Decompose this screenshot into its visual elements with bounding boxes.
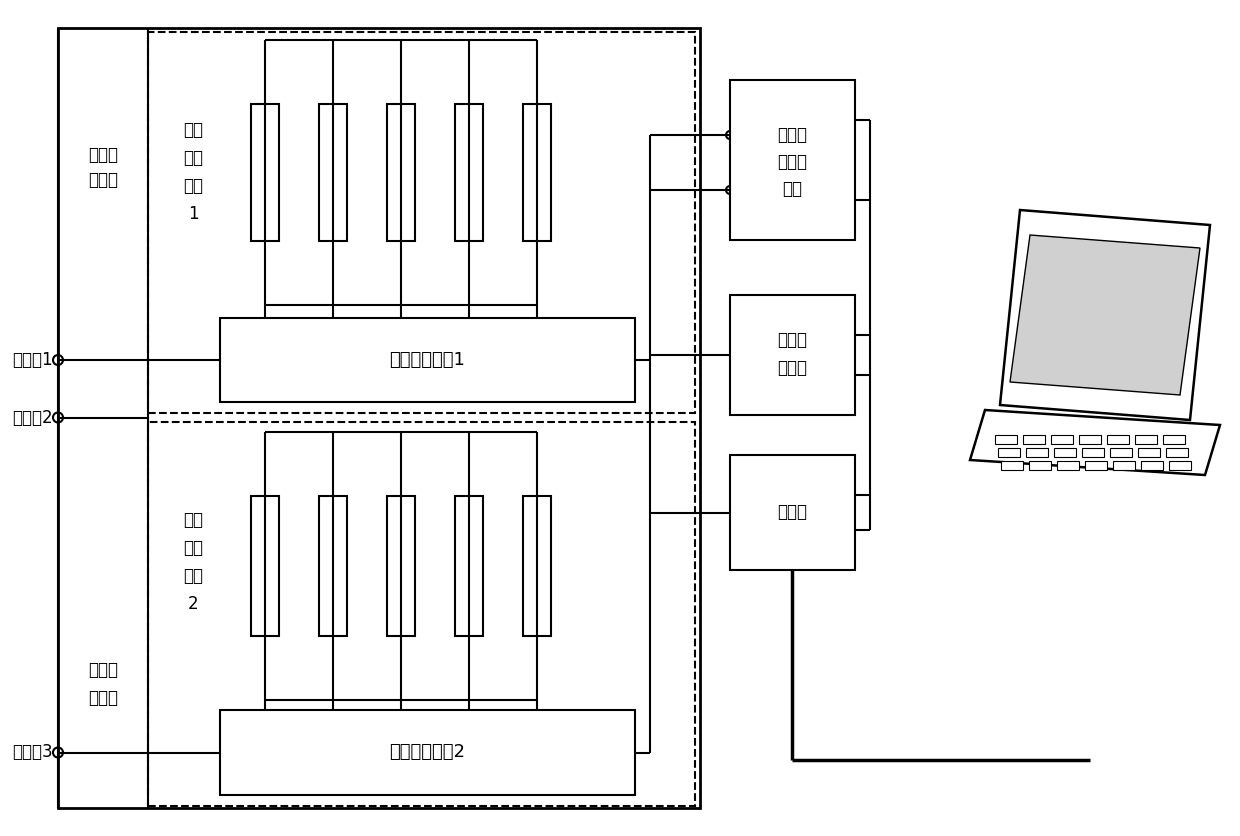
Text: 接线端2: 接线端2 xyxy=(11,409,52,426)
Text: 标准: 标准 xyxy=(184,121,203,139)
Polygon shape xyxy=(1029,461,1052,470)
Bar xyxy=(319,497,347,635)
Bar xyxy=(219,318,635,402)
Text: 电阻: 电阻 xyxy=(184,539,203,557)
Polygon shape xyxy=(1001,461,1023,470)
Bar xyxy=(730,455,856,570)
Text: 2: 2 xyxy=(187,595,198,613)
Polygon shape xyxy=(1056,461,1079,470)
Text: 多路选通开关1: 多路选通开关1 xyxy=(389,351,465,369)
Text: 抗模块: 抗模块 xyxy=(88,689,118,707)
Polygon shape xyxy=(1025,448,1048,457)
Bar xyxy=(219,710,635,795)
Text: 抗模块: 抗模块 xyxy=(88,171,118,189)
Text: 标准: 标准 xyxy=(184,511,203,529)
Polygon shape xyxy=(1079,435,1101,444)
Text: 阵列: 阵列 xyxy=(184,567,203,585)
Bar xyxy=(730,295,856,415)
Text: 多路转: 多路转 xyxy=(777,126,807,144)
Text: 第一阻: 第一阻 xyxy=(88,661,118,679)
Text: 1: 1 xyxy=(187,205,198,223)
Text: 阵列: 阵列 xyxy=(184,177,203,195)
Bar xyxy=(319,104,347,242)
Bar xyxy=(250,497,279,635)
Text: 模块: 模块 xyxy=(782,180,802,198)
Text: 接线端3: 接线端3 xyxy=(11,743,52,762)
Polygon shape xyxy=(1135,435,1157,444)
Polygon shape xyxy=(1138,448,1159,457)
Text: 单片机: 单片机 xyxy=(777,503,807,522)
Text: 电阻: 电阻 xyxy=(184,149,203,167)
Polygon shape xyxy=(1110,448,1132,457)
Polygon shape xyxy=(1023,435,1045,444)
Polygon shape xyxy=(1169,461,1190,470)
Bar xyxy=(730,80,856,240)
Polygon shape xyxy=(1085,461,1107,470)
Polygon shape xyxy=(998,448,1021,457)
Text: 接线端1: 接线端1 xyxy=(11,351,52,369)
Text: 第一阻: 第一阻 xyxy=(88,146,118,164)
Text: 多路选通开关2: 多路选通开关2 xyxy=(389,743,465,762)
Bar xyxy=(387,497,415,635)
Text: 换开关: 换开关 xyxy=(777,153,807,171)
Bar xyxy=(387,104,415,242)
Bar xyxy=(523,104,551,242)
Polygon shape xyxy=(1141,461,1163,470)
Text: 量模块: 量模块 xyxy=(777,359,807,377)
Bar xyxy=(250,104,279,242)
Polygon shape xyxy=(1011,235,1200,395)
Bar xyxy=(148,32,694,413)
Polygon shape xyxy=(1163,435,1185,444)
Text: 电压测: 电压测 xyxy=(777,331,807,349)
Polygon shape xyxy=(1166,448,1188,457)
Bar xyxy=(455,104,484,242)
Polygon shape xyxy=(1052,435,1073,444)
Bar xyxy=(58,28,701,808)
Polygon shape xyxy=(1054,448,1076,457)
Polygon shape xyxy=(970,410,1220,475)
Polygon shape xyxy=(1107,435,1128,444)
Polygon shape xyxy=(1114,461,1135,470)
Polygon shape xyxy=(1083,448,1104,457)
Bar xyxy=(148,422,694,806)
Polygon shape xyxy=(994,435,1017,444)
Bar xyxy=(455,497,484,635)
Polygon shape xyxy=(999,210,1210,420)
Bar xyxy=(523,497,551,635)
